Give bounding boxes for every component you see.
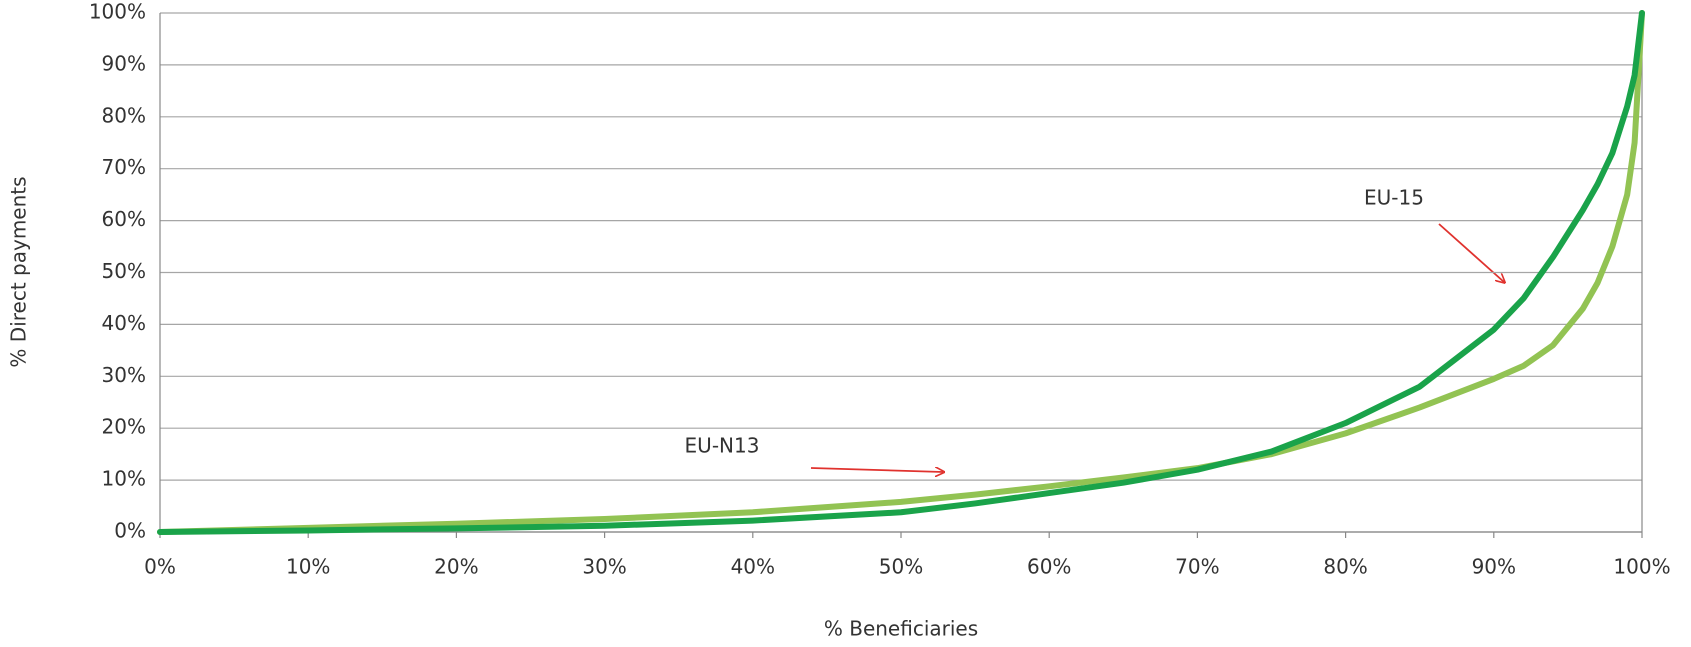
y-tick-label: 10% (102, 467, 146, 491)
x-tick-label: 20% (434, 555, 478, 579)
y-tick-label: 20% (102, 415, 146, 439)
y-tick-label: 90% (102, 51, 146, 75)
y-tick-label: 40% (102, 311, 146, 335)
annotation: EU-N13 (685, 434, 760, 458)
y-tick-label: 100% (89, 0, 146, 24)
x-tick-label: 80% (1323, 555, 1367, 579)
x-tick-label: 70% (1175, 555, 1219, 579)
x-tick-label: 50% (879, 555, 923, 579)
series-line (157, 10, 1645, 535)
arrow (810, 468, 943, 472)
y-tick-label: 70% (102, 155, 146, 179)
x-tick-label: 60% (1027, 555, 1071, 579)
x-tick-label: 10% (286, 555, 330, 579)
annotation: EU-15 (1364, 186, 1424, 210)
y-tick-label: 80% (102, 103, 146, 127)
y-tick-label: 50% (102, 259, 146, 283)
x-tick-label: 90% (1472, 555, 1516, 579)
arrow (1438, 223, 1504, 282)
x-tick-label: 100% (1613, 555, 1670, 579)
y-tick-label: 60% (102, 207, 146, 231)
x-axis-label: % Beneficiaries (824, 617, 978, 641)
y-axis-label: % Direct payments (7, 176, 31, 367)
y-tick-label: 0% (114, 519, 146, 543)
x-tick-label: 0% (144, 555, 176, 579)
x-tick-label: 30% (582, 555, 626, 579)
y-tick-label: 30% (102, 363, 146, 387)
x-tick-label: 40% (731, 555, 775, 579)
series-line (157, 10, 1645, 535)
